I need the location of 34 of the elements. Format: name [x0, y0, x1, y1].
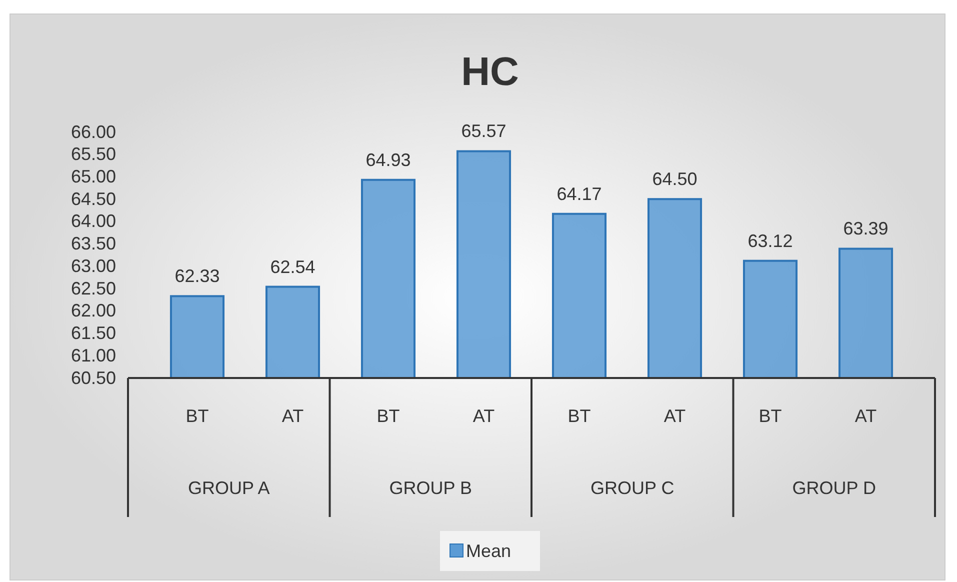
data-label: 62.54: [270, 256, 316, 277]
text: GROUP B: [389, 478, 472, 498]
x-tick-label: AT: [664, 406, 686, 426]
y-tick-label: 61.00: [70, 345, 116, 366]
x-tick-label: BT: [186, 406, 209, 426]
data-label: 63.39: [843, 218, 888, 239]
text: GROUP D: [792, 478, 876, 498]
data-label: 63.12: [748, 230, 793, 251]
y-tick-label: 65.00: [70, 166, 116, 186]
data-label: 64.93: [366, 150, 411, 170]
y-tick-label: 61.50: [70, 323, 116, 344]
data-label: 64.17: [556, 184, 602, 204]
x-tick-label: BT: [376, 406, 400, 426]
y-tick-label: 65.50: [70, 144, 116, 164]
y-tick-label: 64.00: [70, 211, 116, 232]
data-label: 64.50: [652, 169, 698, 190]
legend-label: Mean: [466, 541, 512, 561]
y-tick-label: 63.50: [70, 234, 116, 254]
x-tick-label: BT: [758, 406, 782, 426]
data-label: 62.33: [174, 266, 220, 286]
x-tick-label: BT: [568, 406, 591, 426]
y-tick-label: 66.00: [70, 122, 116, 142]
chart-title: HC: [461, 50, 519, 94]
text: GROUP C: [590, 478, 674, 498]
x-tick-label: AT: [472, 406, 495, 426]
y-tick-label: 62.00: [70, 300, 116, 321]
y-tick-label: 60.50: [70, 368, 116, 388]
data-label: 65.57: [461, 121, 506, 142]
x-tick-label: AT: [854, 406, 877, 426]
y-tick-label: 62.50: [70, 278, 116, 298]
x-tick-label: AT: [282, 406, 304, 426]
text: GROUP A: [188, 478, 270, 498]
y-tick-label: 63.00: [70, 256, 116, 276]
y-tick-label: 64.50: [70, 188, 116, 209]
